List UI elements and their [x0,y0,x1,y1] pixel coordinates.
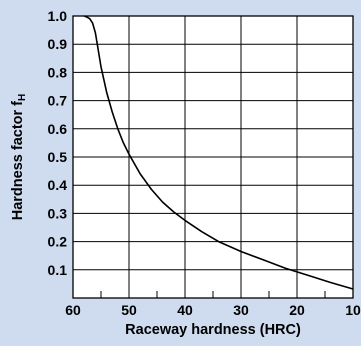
x-axis-title: Raceway hardness (HRC) [125,322,301,338]
y-axis-title: Hardness factor fH [10,94,28,221]
y-tick-label: 0.7 [48,93,68,109]
y-tick-label: 0.2 [48,234,68,250]
minor-ticks [100,291,326,298]
y-tick-label: 0.8 [48,64,68,80]
plot-frame [72,15,354,299]
y-axis-title-main: Hardness factor f [10,101,26,220]
x-tick-labels: 60 50 40 30 20 10 [65,302,361,318]
y-tick-label: 1.0 [48,8,68,24]
x-tick-label: 30 [233,302,249,318]
y-axis-title-subscript: H [17,94,28,101]
x-tick-label: 50 [121,302,137,318]
x-tick-label: 40 [177,302,193,318]
x-tick-label: 10 [345,302,361,318]
series-layer [83,15,354,290]
y-tick-label: 0.6 [48,121,68,137]
hardness-factor-curve [83,15,354,290]
x-tick-label: 20 [289,302,305,318]
x-tick-label: 60 [65,302,81,318]
y-tick-labels: 0.1 0.2 0.3 0.4 0.5 0.6 0.7 0.8 0.9 1.0 [48,8,68,278]
y-tick-label: 0.3 [48,205,68,221]
y-tick-label: 0.9 [48,36,68,52]
y-tick-label: 0.1 [48,262,68,278]
y-tick-label: 0.4 [48,177,68,193]
y-tick-label: 0.5 [48,149,68,165]
